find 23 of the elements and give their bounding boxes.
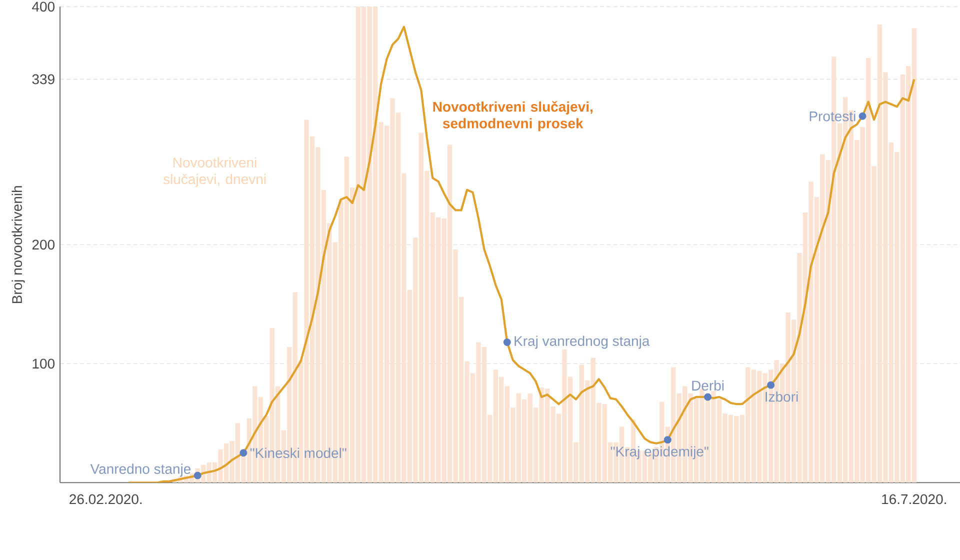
x-tick-label: 16.7.2020.: [882, 494, 946, 504]
data-label: Kraj vanrednog stanja: [514, 336, 650, 349]
point: [194, 472, 202, 480]
point: [664, 436, 672, 444]
data-label: Protesti: [810, 111, 856, 122]
point: [240, 449, 248, 457]
point: [704, 393, 712, 401]
text: Novootkriveni slučajevi, dnevni: [163, 157, 266, 187]
data-label: Derbi: [692, 380, 724, 391]
series-label: Novootkriveni slučajevi, sedmodnevni prosek: [433, 101, 592, 132]
y-axis-title: Broj novootkrivenih: [12, 186, 25, 304]
x-tick-label: 26.02.2020.: [70, 494, 142, 504]
y-tick-label: 200: [32, 240, 55, 250]
data-label: Vanredno stanje: [90, 464, 191, 477]
data-label: "Kineski model": [250, 448, 346, 458]
y-tick-label: 400: [32, 2, 55, 12]
y-tick-label: 339: [32, 74, 54, 84]
point: [858, 112, 866, 120]
y-tick-label: 100: [32, 358, 55, 369]
point: [503, 338, 511, 346]
point: [767, 381, 775, 389]
data-label: Izbori: [766, 391, 798, 402]
data-label: "Kraj epidemije": [610, 446, 708, 460]
